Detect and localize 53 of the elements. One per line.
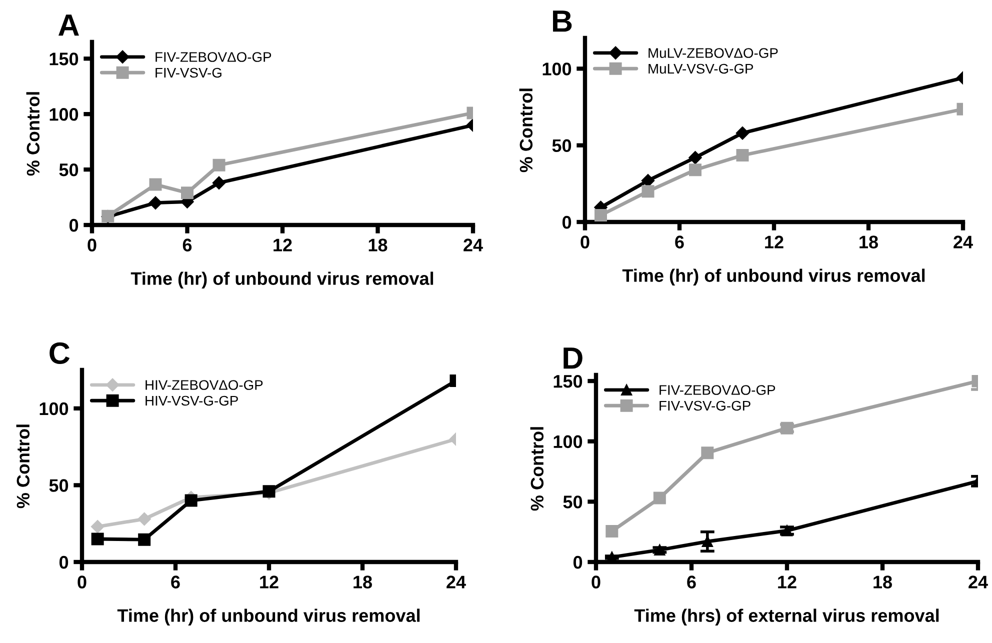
legend-label: MuLV-VSV-G-GP [648,64,754,74]
x-tick-label: 18 [860,236,878,248]
x-tick-label: 0 [78,576,86,588]
legend-label: HIV-VSV-G-GP [146,396,238,406]
y-axis-title: % Control [519,88,533,172]
x-tick-label: 18 [874,576,892,588]
chart-title: D [564,348,582,369]
chart-title: C [50,342,70,364]
y-tick-label: 0 [573,556,582,569]
legend-label: HIV-ZEBOVΔO-GP [146,380,263,390]
y-tick-label: 50 [59,163,78,176]
y-tick-label: 50 [563,496,582,508]
x-tick-label: 12 [778,576,796,588]
x-tick-label: 24 [446,576,466,588]
legend-label: FIV-ZEBOVΔO-GP [156,52,272,62]
y-tick-label: 150 [554,374,582,388]
y-tick-label: 0 [69,218,78,232]
x-axis-title: Time (hrs) of external virus removal [634,608,939,626]
x-tick-label: 0 [592,576,600,588]
x-tick-label: 12 [260,576,278,588]
y-tick-label: 100 [40,402,68,416]
x-tick-label: 12 [274,238,292,252]
y-tick-label: 50 [552,139,572,152]
x-tick-label: 24 [954,236,973,248]
x-axis-title: Time (hr) of unbound virus removal [117,608,420,626]
x-tick-label: 6 [182,238,192,252]
x-tick-label: 6 [687,576,696,588]
y-tick-label: 150 [50,52,78,66]
x-axis-title: Time (hr) of unbound virus removal [130,272,434,289]
x-tick-label: 6 [675,236,684,248]
y-axis-title: % Control [530,427,544,511]
legend-label: FIV-VSV-G [156,68,222,78]
legend-label: FIV-VSV-G-GP [660,400,750,411]
y-tick-label: 100 [50,108,78,121]
x-tick-label: 18 [368,238,388,252]
y-tick-label: 50 [49,479,68,492]
chart-title: B [553,10,572,32]
y-tick-label: 0 [59,556,68,569]
y-tick-label: 0 [562,216,572,229]
x-tick-label: 24 [464,238,483,252]
y-tick-label: 100 [554,435,582,448]
legend-label: FIV-ZEBOVΔO-GP [660,385,776,395]
x-tick-label: 24 [968,576,988,588]
y-axis-title: % Control [16,424,30,508]
x-axis-title: Time (hr) of unbound virus removal [622,268,925,286]
chart-title: A [58,14,79,36]
x-tick-label: 0 [88,238,96,252]
y-tick-label: 100 [542,62,572,76]
legend-label: MuLV-ZEBOVΔO-GP [648,48,778,58]
x-tick-label: 18 [354,576,372,588]
x-tick-label: 6 [171,576,180,588]
x-tick-label: 12 [765,236,784,248]
y-axis-title: % Control [26,92,40,176]
